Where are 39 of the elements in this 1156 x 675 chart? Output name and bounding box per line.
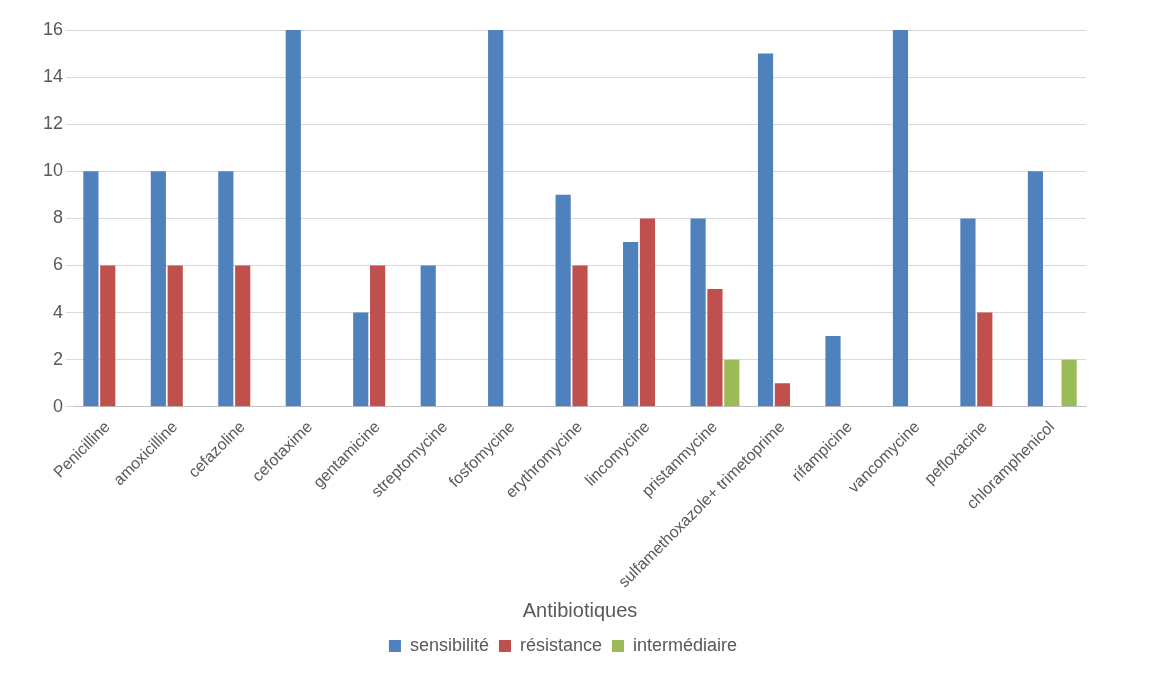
y-tick-label: 0 xyxy=(53,395,64,416)
bar xyxy=(167,265,183,407)
y-tick-label: 16 xyxy=(42,18,64,39)
bar xyxy=(977,312,993,407)
bar xyxy=(825,336,841,407)
bar xyxy=(572,265,588,407)
bar xyxy=(757,53,774,407)
bar xyxy=(690,218,706,407)
x-axis-title: Antibiotiques xyxy=(522,598,638,621)
y-tick-label: 10 xyxy=(42,160,64,181)
y-tick-label: 8 xyxy=(53,207,64,228)
bar xyxy=(555,194,571,407)
bar xyxy=(370,265,386,407)
y-tick-label: 12 xyxy=(42,113,64,134)
bar xyxy=(100,265,116,407)
bar xyxy=(892,30,909,407)
bar xyxy=(774,383,790,407)
bar xyxy=(235,265,251,407)
y-tick-label: 6 xyxy=(53,254,64,275)
y-tick-label: 14 xyxy=(42,66,64,87)
bar xyxy=(285,30,301,407)
legend-label: résistance xyxy=(519,634,603,655)
bar xyxy=(707,289,723,407)
bar xyxy=(420,265,436,407)
legend-label: intermédiaire xyxy=(633,634,738,655)
bar xyxy=(1061,359,1077,407)
legend-label: sensibilité xyxy=(409,634,489,655)
bar xyxy=(150,171,166,407)
bar xyxy=(353,312,369,407)
bar xyxy=(639,218,656,407)
bar xyxy=(1027,171,1043,407)
bar xyxy=(623,241,639,407)
bar xyxy=(960,218,976,407)
bar xyxy=(218,171,234,407)
y-tick-label: 4 xyxy=(53,301,64,322)
y-tick-label: 2 xyxy=(53,348,64,369)
bar xyxy=(83,171,99,407)
bar xyxy=(488,30,504,407)
bar xyxy=(724,359,740,407)
